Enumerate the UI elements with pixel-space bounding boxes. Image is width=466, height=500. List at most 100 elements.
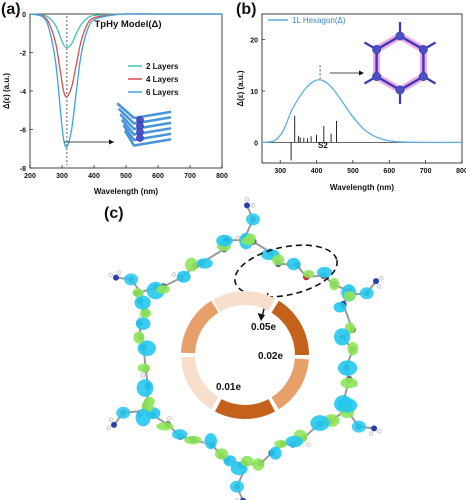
atom-hydrogen bbox=[106, 425, 111, 430]
isosurface-green bbox=[214, 448, 229, 460]
chart-b-xtick-label: 300 bbox=[274, 168, 286, 175]
isosurface-green bbox=[184, 435, 202, 445]
isosurface-green bbox=[347, 341, 359, 356]
charge-label-low: 0.01e bbox=[216, 382, 241, 393]
isosurface-cyan bbox=[269, 446, 282, 460]
panel-label-c: (c) bbox=[104, 205, 124, 222]
isosurface-cyan bbox=[223, 455, 237, 467]
hexagon-node bbox=[395, 31, 405, 41]
chart-b-xtick-label: 800 bbox=[456, 168, 466, 175]
isosurface-cyan bbox=[124, 273, 139, 286]
atom-hydrogen bbox=[108, 272, 113, 277]
hexagon-icon bbox=[363, 22, 437, 104]
atom-hydrogen bbox=[368, 431, 374, 436]
isosurface-green bbox=[340, 377, 358, 389]
atom-hydrogen bbox=[306, 442, 311, 447]
isosurface-green bbox=[241, 236, 256, 246]
atom-hydrogen bbox=[116, 270, 122, 275]
isosurface-cyan bbox=[135, 317, 151, 331]
charge-ring-segment bbox=[181, 356, 219, 410]
charge-ring-segment bbox=[271, 358, 309, 410]
atom-hydrogen bbox=[235, 235, 241, 241]
chart-a-xtick-label: 700 bbox=[184, 173, 196, 180]
chart-a-legend-label: 2 Layers bbox=[146, 62, 179, 71]
isosurface-cyan bbox=[310, 415, 330, 431]
atom-hydrogen bbox=[377, 429, 382, 434]
hexagon-node bbox=[418, 45, 428, 54]
chart-b-series-1 bbox=[261, 79, 463, 144]
chart-a-legend-label: 4 Layers bbox=[146, 75, 179, 84]
charge-ring-segment bbox=[181, 300, 219, 354]
chart-a-ylabel: Δ(ε) (a.u.) bbox=[2, 73, 11, 110]
chart-b-ytick-label: 0 bbox=[254, 140, 258, 147]
chart-a-title: TpHy Model(Δ) bbox=[95, 19, 162, 30]
layer-stack-atom bbox=[136, 134, 144, 142]
isosurface-cyan bbox=[136, 379, 154, 397]
isosurface-cyan bbox=[246, 213, 260, 226]
panel-label-b: (b) bbox=[236, 1, 257, 18]
chart-a-xlabel: Wavelength (nm) bbox=[94, 187, 158, 196]
chart-b-ytick-label: 20 bbox=[250, 38, 258, 45]
chart-b-frame bbox=[261, 13, 463, 164]
isosurface-cyan bbox=[204, 433, 218, 450]
chart-b-xtick-label: 500 bbox=[347, 168, 359, 175]
chart-b-xtick-label: 400 bbox=[311, 168, 323, 175]
chart-b-legend-label: 1L Hexagon(Δ) bbox=[292, 16, 346, 25]
chart-b-annotation: S2 bbox=[318, 141, 328, 150]
chart-a-arrow-head bbox=[109, 139, 114, 145]
atom-nitrogen bbox=[373, 278, 380, 285]
isosurface-green bbox=[156, 422, 174, 431]
isosurface-cyan bbox=[172, 429, 188, 440]
chart-a-xtick-label: 200 bbox=[24, 173, 36, 180]
isosurface-green bbox=[343, 291, 356, 302]
atom-hydrogen bbox=[167, 416, 172, 421]
isosurface-cyan bbox=[286, 257, 301, 271]
isosurface-green bbox=[252, 458, 265, 471]
chart-b-xtick-label: 700 bbox=[420, 168, 432, 175]
panel-label-a: (a) bbox=[1, 1, 21, 18]
chart-a-xtick-label: 400 bbox=[88, 173, 100, 180]
isosurface-cyan bbox=[333, 302, 347, 313]
chart-a-ytick-label: -6 bbox=[20, 128, 26, 135]
isosurface-cyan bbox=[230, 480, 244, 493]
atom-hydrogen bbox=[376, 284, 382, 289]
atom-hydrogen bbox=[250, 203, 256, 208]
highlight-arrow-head bbox=[257, 313, 265, 321]
hexagon-node bbox=[372, 45, 382, 54]
chart-a-xtick-label: 300 bbox=[56, 173, 68, 180]
charge-label-high: 0.05e bbox=[251, 322, 276, 333]
highlight-dashed-ellipse bbox=[234, 244, 338, 298]
isosurface-cyan bbox=[137, 340, 156, 357]
isosurface-green bbox=[144, 396, 155, 406]
atom-hydrogen bbox=[379, 276, 384, 281]
isosurface-cyan bbox=[196, 258, 213, 269]
charge-ring-segment bbox=[213, 291, 276, 312]
isosurface-cyan bbox=[351, 420, 366, 433]
chart-a-ytick-label: 0 bbox=[22, 12, 26, 19]
molecule-isosurfaces bbox=[116, 213, 374, 493]
atom-hydrogen bbox=[140, 373, 146, 378]
isosurface-cyan bbox=[285, 435, 303, 448]
isosurface-green bbox=[329, 277, 340, 291]
charge-label-mid: 0.02e bbox=[258, 351, 283, 362]
atom-hydrogen bbox=[171, 272, 176, 277]
isosurface-green bbox=[302, 269, 315, 278]
chart-a-xtick-label: 500 bbox=[120, 173, 132, 180]
isosurface-cyan bbox=[216, 234, 233, 247]
chart-a-legend-label: 6 Layers bbox=[146, 88, 179, 97]
isosurface-green bbox=[240, 455, 254, 467]
chart-b-xlabel: Wavelength (nm) bbox=[330, 183, 394, 192]
chart-b: 300 400 500 600 700 800 0 10 20 Wavelength (nm) Δ(… bbox=[236, 13, 466, 192]
chart-a: 200 300 400 500 600 700 800 0 -2 -4 -6 -8 Wavelength… bbox=[2, 12, 228, 196]
charge-ring-segment bbox=[271, 300, 309, 355]
hexagon-node bbox=[418, 72, 428, 81]
atom-nitrogen bbox=[244, 202, 250, 209]
isosurface-green bbox=[139, 307, 151, 319]
isosurface-cyan bbox=[134, 295, 151, 310]
atom-nitrogen bbox=[371, 425, 378, 432]
chart-b-xtick-label: 600 bbox=[383, 168, 395, 175]
chart-a-ytick-label: -8 bbox=[20, 166, 26, 173]
chart-b-ylabel: Δ(ε) (a.u.) bbox=[236, 70, 245, 107]
atom-hydrogen bbox=[244, 197, 250, 202]
